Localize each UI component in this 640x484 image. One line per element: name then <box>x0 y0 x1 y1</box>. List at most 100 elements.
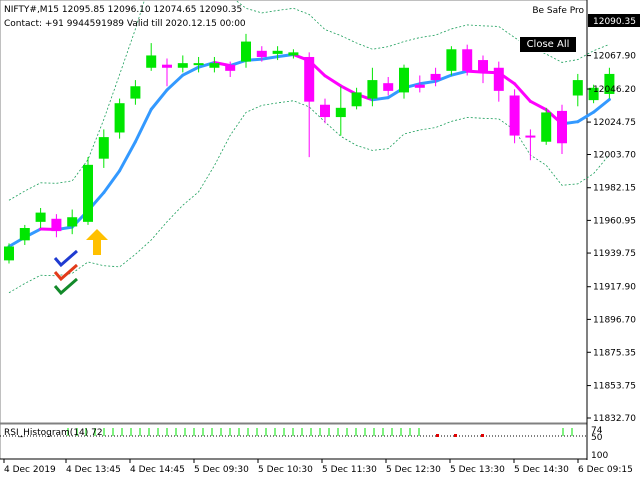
ma-segment <box>260 55 280 61</box>
candle <box>67 209 78 235</box>
ma-segment <box>165 73 185 92</box>
rsi-bar <box>148 428 150 436</box>
rsi-bar <box>184 428 186 436</box>
ma-segment <box>149 88 169 111</box>
candle <box>177 55 188 73</box>
price-tick-label: 11960.95 <box>593 216 636 226</box>
rsi-bar <box>301 428 303 436</box>
green-check-icon <box>53 277 78 296</box>
price-tick-label: 11853.75 <box>593 382 636 392</box>
current-price-box <box>588 14 640 27</box>
rsi-bar <box>364 428 366 436</box>
candle <box>83 157 93 225</box>
price-tick-label: 11832.70 <box>593 414 636 424</box>
candle <box>493 61 504 102</box>
rsi-bar <box>67 428 69 436</box>
price-tick-label: 11875.35 <box>593 348 636 358</box>
candle <box>462 44 473 76</box>
candle <box>525 129 536 161</box>
candle <box>98 129 109 168</box>
candle-body <box>399 67 409 93</box>
rsi-bar <box>319 428 321 436</box>
candle <box>588 84 599 104</box>
candle-body <box>114 103 125 133</box>
time-tick-label: 5 Dec 10:30 <box>258 465 313 475</box>
candle-body <box>588 87 599 101</box>
rsi-bar <box>202 428 204 436</box>
candle-body <box>604 73 615 94</box>
price-tick-label: 11939.75 <box>593 249 636 259</box>
rsi-bar <box>292 428 294 436</box>
ma-segment <box>418 79 438 86</box>
candle-body <box>98 137 109 159</box>
candle-body <box>541 112 552 142</box>
candle-body <box>193 63 204 66</box>
candles <box>4 33 615 264</box>
time-tick-label: 5 Dec 13:30 <box>450 465 505 475</box>
rsi-bar <box>409 428 411 436</box>
rsi-histogram <box>0 428 587 437</box>
rsi-bar <box>283 428 285 436</box>
candle-body <box>35 212 46 222</box>
candle-body <box>430 73 441 81</box>
candle-body <box>304 56 315 102</box>
rsi-bar <box>175 428 177 436</box>
candle-body <box>83 164 93 222</box>
candle-body <box>509 95 520 136</box>
upper-band <box>8 0 610 201</box>
brand-label: Be Safe Pro <box>532 6 584 16</box>
rsi-bar <box>247 428 249 436</box>
buy-arrow-icon <box>86 229 108 255</box>
price-tick-label: 11917.90 <box>593 283 636 293</box>
candle <box>19 224 30 245</box>
rsi-bar <box>274 428 276 436</box>
candle <box>430 67 441 87</box>
time-tick-label: 4 Dec 13:45 <box>66 465 121 475</box>
ma-segment <box>323 74 343 88</box>
candle <box>572 73 583 107</box>
candle-body <box>335 107 346 118</box>
rsi-level-mid: 50 <box>591 433 603 443</box>
candle-body <box>462 49 473 71</box>
rsi-bar <box>229 428 231 436</box>
candle-body <box>4 246 14 261</box>
candle <box>383 77 394 96</box>
ma-segment <box>181 65 201 77</box>
lower-band <box>8 100 610 294</box>
candle <box>367 67 378 107</box>
rsi-level-bottom: 100 <box>591 451 608 461</box>
candle-body <box>414 84 425 88</box>
candle <box>335 86 346 136</box>
candle <box>209 56 220 73</box>
candle <box>146 43 157 71</box>
rsi-bar <box>211 428 213 436</box>
candle-body <box>146 55 157 68</box>
candle-body <box>209 63 220 68</box>
candle-body <box>478 60 488 73</box>
candle <box>35 207 46 229</box>
rsi-bar <box>328 428 330 436</box>
price-tick-label: 11896.70 <box>593 315 636 325</box>
rsi-bar <box>562 428 564 436</box>
current-price-marker: 12090.35 <box>588 14 640 27</box>
symbol-info: NIFTY#,M15 12095.85 12096.10 12074.65 12… <box>4 5 243 15</box>
ma-segment <box>133 107 153 144</box>
signal-checkmarks <box>53 249 78 296</box>
rsi-level-top: 74 <box>591 426 603 436</box>
price-tick-label: 12024.75 <box>593 118 636 128</box>
rsi-bar <box>130 428 132 436</box>
rsi-bar <box>265 428 267 436</box>
rsi-bar <box>238 428 240 436</box>
candle-body <box>320 104 330 118</box>
time-tick-label: 5 Dec 11:30 <box>322 465 377 475</box>
rsi-bar <box>256 428 258 436</box>
candle-body <box>130 86 141 99</box>
close-all-button[interactable]: Close All <box>519 36 577 53</box>
candle <box>256 46 267 62</box>
candle-body <box>525 135 536 138</box>
candle-body <box>51 218 62 232</box>
candle-body <box>383 83 394 91</box>
candle-body <box>177 63 188 68</box>
